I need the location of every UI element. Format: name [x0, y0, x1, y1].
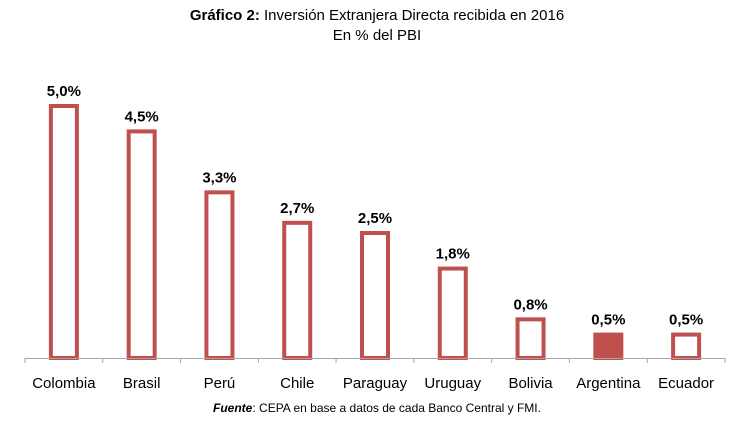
bar-colombia — [48, 104, 79, 360]
data-label: 2,7% — [280, 200, 314, 217]
bar-uruguay — [437, 266, 468, 360]
x-tick-label: Ecuador — [658, 375, 714, 392]
x-tick-label: Perú — [204, 375, 236, 392]
data-label: 1,8% — [436, 246, 470, 263]
x-tick-label: Colombia — [32, 375, 96, 392]
source-note: Fuente: CEPA en base a datos de cada Ban… — [0, 400, 754, 416]
bar-chile — [282, 220, 313, 360]
bar-argentina — [593, 332, 624, 361]
data-label: 5,0% — [47, 83, 81, 100]
x-tick-label: Bolivia — [508, 375, 553, 392]
data-label: 0,5% — [591, 312, 625, 329]
source-text: : CEPA en base a datos de cada Banco Cen… — [252, 401, 541, 415]
x-tick-label: Uruguay — [424, 375, 481, 392]
chart-title: Gráfico 2: Inversión Extranjera Directa … — [0, 6, 754, 26]
bar-peru — [204, 190, 235, 360]
chart-title-text: Inversión Extranjera Directa recibida en… — [264, 7, 565, 24]
data-label: 4,5% — [125, 108, 159, 125]
x-tick-label: Brasil — [123, 375, 161, 392]
data-label: 0,5% — [669, 312, 703, 329]
x-tick-label: Chile — [280, 375, 314, 392]
bar-ecuador — [671, 332, 702, 361]
bar-bolivia — [515, 317, 546, 360]
chart-title-block: Gráfico 2: Inversión Extranjera Directa … — [0, 6, 754, 46]
bar-paraguay — [360, 231, 390, 360]
x-tick-label: Argentina — [576, 375, 641, 392]
x-tick-label: Paraguay — [343, 375, 408, 392]
chart-title-prefix: Gráfico 2: — [189, 7, 260, 24]
bar-brasil — [126, 129, 157, 360]
data-label: 0,8% — [513, 296, 547, 313]
source-lead: Fuente — [213, 401, 253, 415]
data-label: 2,5% — [358, 210, 392, 227]
data-label: 3,3% — [202, 169, 236, 186]
chart-subtitle: En % del PBI — [332, 27, 422, 44]
labels-layer: 5,0% Colombia 4,5% Brasil 3,3% Perú 2,7% Chile 2… — [24, 83, 726, 392]
